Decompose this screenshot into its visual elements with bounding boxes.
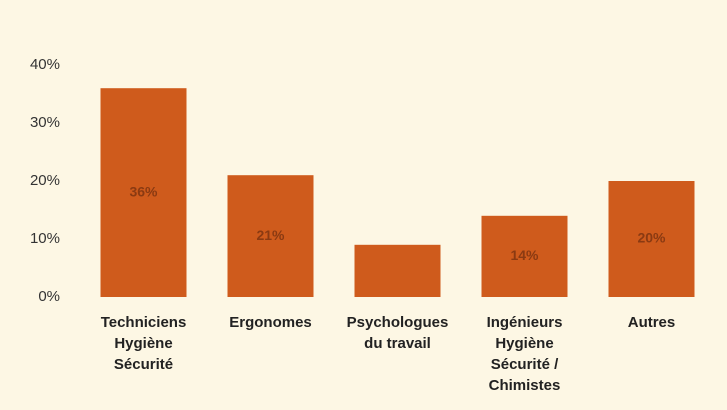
x-tick-label: Psychologues du travail — [346, 314, 449, 352]
bar — [481, 215, 568, 297]
data-label: 14% — [510, 247, 539, 263]
bar — [608, 181, 695, 297]
y-tick-label: 30% — [30, 114, 60, 131]
y-tick-label: 10% — [30, 230, 60, 247]
data-label: 20% — [637, 230, 666, 246]
x-tick-label: Techniciens Hygiène Sécurité — [100, 314, 187, 373]
data-label: 21% — [256, 227, 285, 243]
bar — [354, 244, 441, 297]
x-tick-label: Ingénieurs Hygiène Sécurité / Chimistes — [486, 314, 563, 394]
x-tick-label: Autres — [627, 314, 676, 331]
x-tick-label: Ergonomes — [229, 314, 312, 331]
y-tick-label: 0% — [38, 288, 60, 305]
data-label: 36% — [129, 183, 158, 199]
bar — [227, 175, 314, 297]
y-tick-label: 40% — [30, 56, 60, 73]
y-tick-label: 20% — [30, 172, 60, 189]
bar — [100, 88, 187, 297]
